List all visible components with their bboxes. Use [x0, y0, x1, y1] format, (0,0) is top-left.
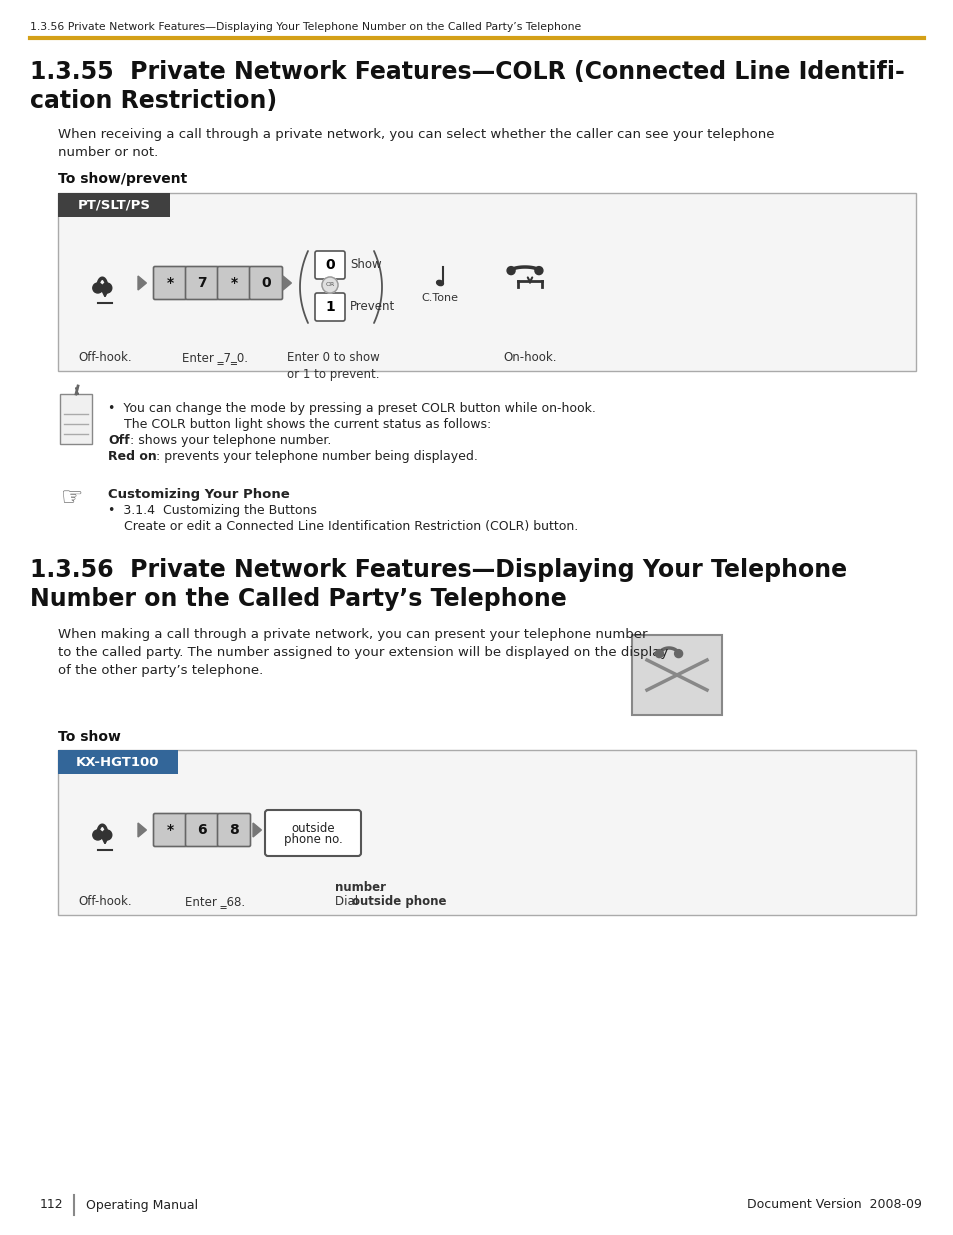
Text: Create or edit a Connected Line Identification Restriction (COLR) button.: Create or edit a Connected Line Identifi…	[108, 520, 578, 534]
FancyBboxPatch shape	[185, 267, 218, 300]
FancyBboxPatch shape	[153, 267, 186, 300]
Text: When receiving a call through a private network, you can select whether the call: When receiving a call through a private …	[58, 128, 774, 159]
FancyBboxPatch shape	[58, 750, 915, 915]
Circle shape	[92, 830, 103, 840]
Circle shape	[674, 650, 682, 657]
Text: : shows your telephone number.: : shows your telephone number.	[130, 433, 331, 447]
Text: Show: Show	[350, 258, 381, 272]
Text: C.Tone: C.Tone	[421, 293, 458, 303]
Text: 0: 0	[261, 275, 271, 290]
Text: Dial: Dial	[335, 895, 361, 908]
FancyBboxPatch shape	[217, 267, 251, 300]
Text: •  You can change the mode by pressing a preset COLR button while on-hook.: • You can change the mode by pressing a …	[108, 403, 596, 415]
Text: On-hook.: On-hook.	[503, 351, 557, 364]
Text: Off-hook.: Off-hook.	[78, 351, 132, 364]
Text: number: number	[335, 881, 386, 894]
Text: Operating Manual: Operating Manual	[86, 1198, 198, 1212]
Text: 1: 1	[325, 300, 335, 314]
Text: 0: 0	[325, 258, 335, 272]
Text: outside: outside	[291, 821, 335, 835]
Text: 1.3.56  Private Network Features—Displaying Your Telephone
Number on the Called : 1.3.56 Private Network Features—Displayi…	[30, 558, 846, 611]
Text: 1.3.55  Private Network Features—COLR (Connected Line Identifi-
cation Restricti: 1.3.55 Private Network Features—COLR (Co…	[30, 61, 903, 112]
FancyBboxPatch shape	[314, 293, 345, 321]
Text: Enter 0 to show
or 1 to prevent.: Enter 0 to show or 1 to prevent.	[286, 351, 379, 382]
Polygon shape	[253, 823, 261, 837]
Text: ☞: ☞	[61, 487, 83, 510]
FancyBboxPatch shape	[265, 810, 360, 856]
Text: outside phone: outside phone	[352, 895, 446, 908]
Text: When making a call through a private network, you can present your telephone num: When making a call through a private net…	[58, 629, 667, 677]
Polygon shape	[283, 275, 291, 290]
Text: Enter ‗7‗0.: Enter ‗7‗0.	[182, 351, 248, 364]
Text: To show: To show	[58, 730, 121, 743]
FancyBboxPatch shape	[185, 814, 218, 846]
Text: KX-HGT100: KX-HGT100	[76, 756, 159, 768]
Text: 7: 7	[197, 275, 207, 290]
Text: Off-hook.: Off-hook.	[78, 895, 132, 908]
Circle shape	[655, 650, 662, 657]
Text: 112: 112	[40, 1198, 64, 1212]
Text: 1.3.56 Private Network Features—Displaying Your Telephone Number on the Called P: 1.3.56 Private Network Features—Displayi…	[30, 22, 580, 32]
Text: Document Version  2008-09: Document Version 2008-09	[746, 1198, 921, 1212]
Text: Prevent: Prevent	[350, 300, 395, 314]
Text: 8: 8	[229, 823, 238, 837]
Circle shape	[92, 283, 103, 293]
FancyBboxPatch shape	[58, 193, 170, 217]
Circle shape	[102, 283, 112, 293]
FancyBboxPatch shape	[153, 814, 186, 846]
Circle shape	[535, 267, 542, 274]
Circle shape	[507, 267, 515, 274]
Circle shape	[322, 277, 337, 293]
FancyBboxPatch shape	[217, 814, 251, 846]
Text: Customizing Your Phone: Customizing Your Phone	[108, 488, 290, 501]
FancyBboxPatch shape	[631, 635, 721, 715]
Text: OR: OR	[325, 283, 335, 288]
Text: To show/prevent: To show/prevent	[58, 172, 187, 186]
FancyBboxPatch shape	[314, 251, 345, 279]
Text: Red on: Red on	[108, 450, 156, 463]
Text: Enter ‗68.: Enter ‗68.	[185, 895, 245, 908]
Text: *: *	[166, 275, 173, 290]
Polygon shape	[138, 823, 146, 837]
Circle shape	[322, 278, 337, 293]
Polygon shape	[138, 275, 146, 290]
Text: phone no.: phone no.	[283, 834, 342, 846]
Text: •  3.1.4  Customizing the Buttons: • 3.1.4 Customizing the Buttons	[108, 504, 316, 517]
FancyBboxPatch shape	[250, 267, 282, 300]
Text: .: .	[378, 881, 382, 894]
Text: Off: Off	[108, 433, 130, 447]
Text: *: *	[231, 275, 237, 290]
Text: *: *	[166, 823, 173, 837]
FancyBboxPatch shape	[60, 394, 91, 445]
Text: 6: 6	[197, 823, 207, 837]
Text: PT/SLT/PS: PT/SLT/PS	[77, 199, 151, 211]
Text: : prevents your telephone number being displayed.: : prevents your telephone number being d…	[156, 450, 477, 463]
Ellipse shape	[436, 280, 443, 285]
FancyBboxPatch shape	[58, 193, 915, 370]
Text: The COLR button light shows the current status as follows:: The COLR button light shows the current …	[108, 417, 491, 431]
FancyBboxPatch shape	[58, 750, 178, 774]
Circle shape	[102, 830, 112, 840]
